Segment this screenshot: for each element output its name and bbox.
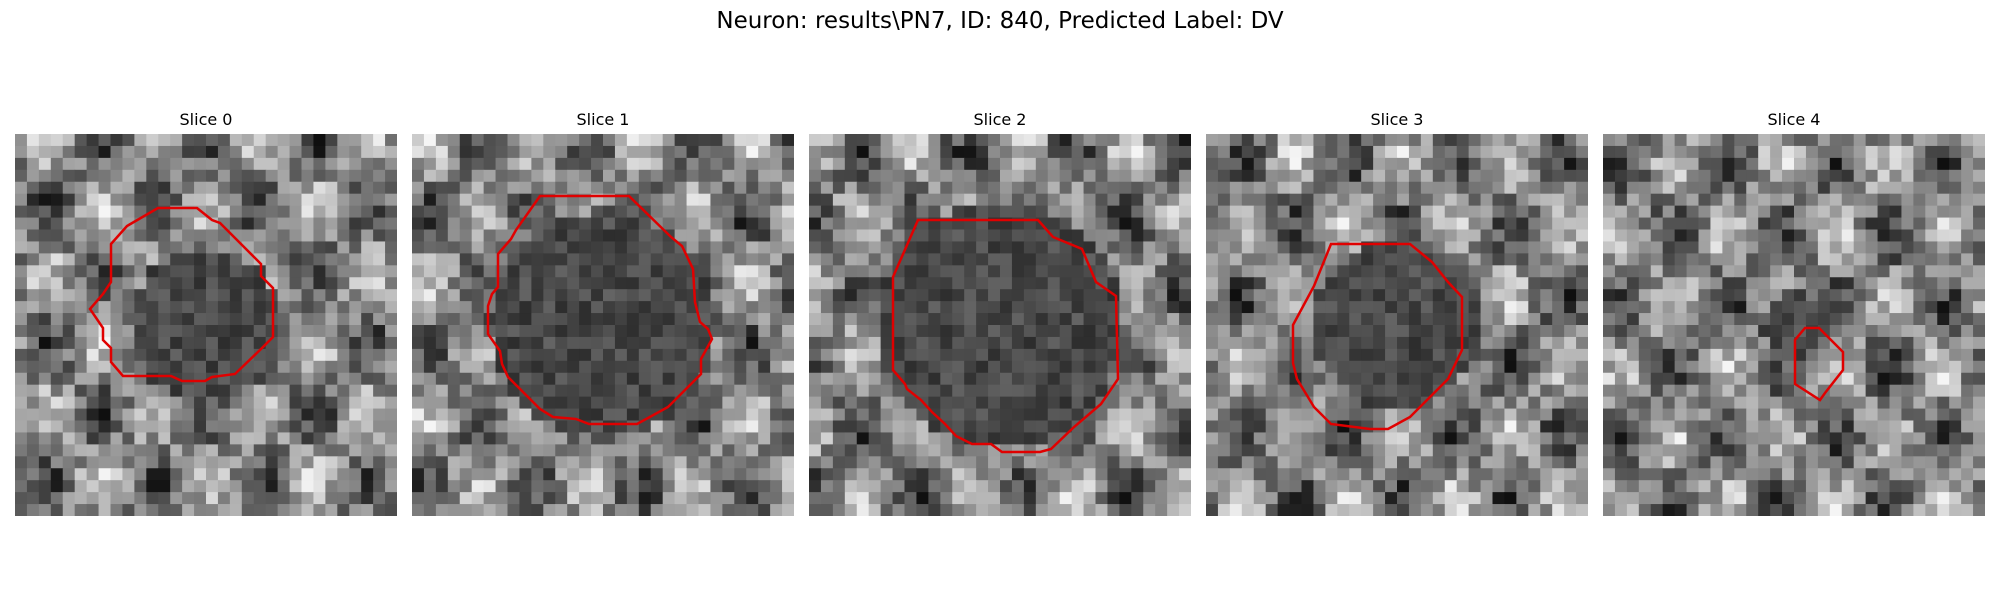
slice-0-image xyxy=(15,134,397,516)
slice-1-title: Slice 1 xyxy=(576,110,630,129)
slice-1-image xyxy=(412,134,794,516)
slice-4-contour xyxy=(1793,326,1845,402)
slice-4-image xyxy=(1603,134,1985,516)
slice-3-contour xyxy=(1291,242,1464,431)
slice-1-contour xyxy=(486,194,714,426)
figure-title: Neuron: results\PN7, ID: 840, Predicted … xyxy=(716,8,1284,34)
slice-2-contour xyxy=(891,218,1120,454)
slice-2-title: Slice 2 xyxy=(973,110,1027,129)
slice-4-title: Slice 4 xyxy=(1767,110,1821,129)
slice-0-contour xyxy=(88,206,275,383)
slice-3-image xyxy=(1206,134,1588,516)
slice-2-image xyxy=(809,134,1191,516)
slice-0-title: Slice 0 xyxy=(179,110,233,129)
slice-3-title: Slice 3 xyxy=(1370,110,1424,129)
